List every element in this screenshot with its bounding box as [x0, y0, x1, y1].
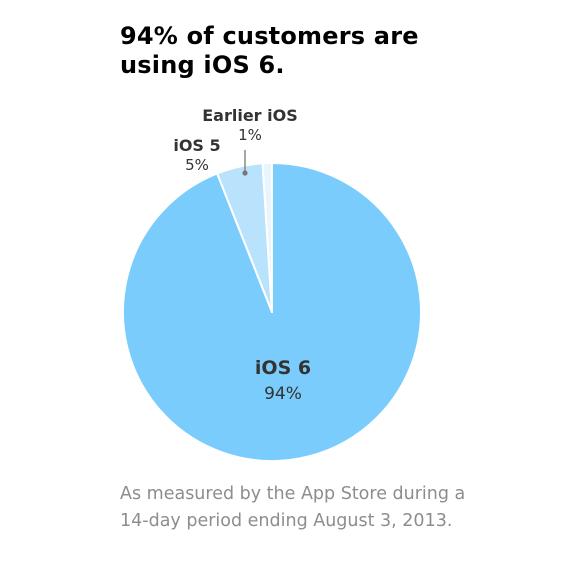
label-ios5-value: 5%	[185, 156, 209, 174]
earlier-ios-leader-dot	[242, 170, 248, 176]
chart-title: 94% of customers are using iOS 6.	[120, 22, 450, 80]
label-earlier-ios-name: Earlier iOS	[202, 106, 298, 125]
chart-caption: As measured by the App Store during a 14…	[120, 481, 500, 535]
chart-title-line-2: using iOS 6.	[120, 51, 285, 79]
pie-slices	[122, 161, 422, 462]
pie-slice-earlier-ios	[261, 161, 273, 313]
label-ios6-name: iOS 6	[255, 357, 311, 379]
chart-caption-line-1: As measured by the App Store during a	[120, 484, 466, 504]
chart-caption-line-2: 14-day period ending August 3, 2013.	[120, 511, 453, 531]
label-ios5-name: iOS 5	[173, 136, 220, 155]
label-earlier-ios-value: 1%	[238, 126, 262, 144]
label-ios6-value: 94%	[264, 384, 302, 404]
chart-title-line-1: 94% of customers are	[120, 22, 419, 50]
